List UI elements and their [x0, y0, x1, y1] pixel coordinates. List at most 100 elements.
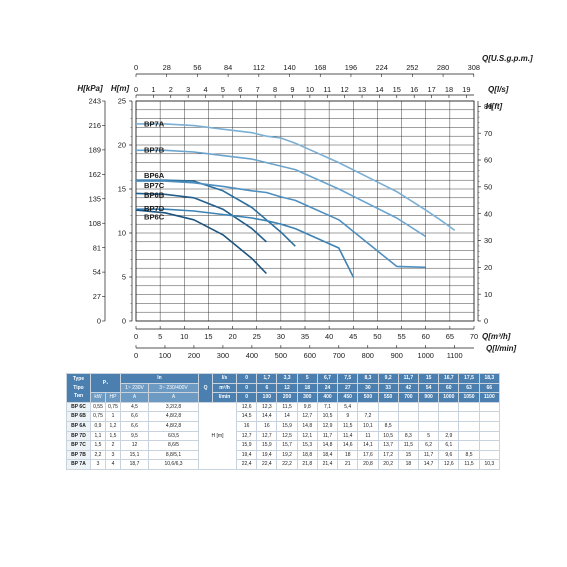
row-hp: 3 — [105, 449, 121, 461]
usgpm-tick-label: 112 — [253, 63, 265, 72]
plot-frame — [135, 100, 475, 322]
row-head-value: 14,8 — [296, 420, 318, 432]
p1-header: P₁ — [90, 372, 121, 394]
q-m3h-value: 42 — [397, 382, 419, 394]
q-ls-value: 1,7 — [256, 373, 278, 384]
in-3ph-header: 3~ 230/400V — [147, 382, 200, 394]
row-a-1ph: 4,5 — [120, 401, 149, 413]
row-head-value: 9,8 — [296, 401, 318, 413]
row-head-value: 8,5 — [458, 449, 480, 461]
row-head-value: 15,7 — [276, 440, 298, 451]
row-head-value — [458, 420, 480, 432]
row-head-value: 14,4 — [256, 411, 278, 422]
table-row: BP 7D 1,1 1,5 9,5 6/3,5 12,7 12,7 12,5 12,1 11,7 1… — [66, 430, 501, 442]
q-ls-value: 0 — [236, 373, 258, 384]
q-m3h-value: 63 — [458, 382, 480, 394]
m3h-tick-label: 70 — [470, 332, 478, 341]
lmin-tick-label: 600 — [304, 351, 316, 360]
row-head-value: 10,5 — [377, 430, 399, 442]
row-kw: 1,5 — [90, 440, 106, 451]
row-hp: 4 — [105, 459, 121, 470]
row-head-value: 13,7 — [377, 440, 399, 451]
ls-tick-label: 3 — [186, 85, 190, 94]
row-a-1ph: 6,6 — [120, 411, 149, 422]
curve-label-bp6a: BP6A — [144, 171, 165, 180]
row-head-value: 9,6 — [438, 449, 460, 461]
row-hp: 1,2 — [105, 420, 121, 432]
row-head-value: 12,9 — [316, 420, 339, 432]
q-m3h-value: 30 — [357, 382, 379, 394]
row-head-value: 14,7 — [417, 459, 440, 470]
q-ls-value: 17,5 — [458, 373, 480, 384]
row-head-value: 11 — [357, 430, 379, 442]
row-head-value: 21,4 — [316, 459, 339, 470]
q-m3h-value: 12 — [276, 382, 298, 394]
curve-label-bp6b: BP6B — [144, 191, 165, 200]
q-lmin-value: 550 — [377, 392, 399, 403]
m3h-axis-title: Q[m³/h] — [482, 332, 511, 341]
row-head-value: 11,5 — [458, 459, 480, 470]
row-head-value — [438, 411, 460, 422]
row-head-value — [438, 401, 460, 413]
table-row: BP 6C 0,55 0,75 4,5 3,2/2,8 H [m] 12,6 12,3 11,5… — [66, 401, 501, 470]
q-ls-value: 7,5 — [337, 373, 359, 384]
q-m3h-value: 33 — [377, 382, 399, 394]
q-lmin-value: 450 — [337, 392, 359, 403]
row-head-value: 17,6 — [357, 449, 379, 461]
row-head-value: 12,1 — [296, 430, 318, 442]
usgpm-tick-label: 252 — [406, 63, 418, 72]
row-head-value: 8,5 — [377, 420, 399, 432]
m3h-tick-label: 20 — [228, 332, 236, 341]
row-head-value — [478, 411, 501, 422]
row-head-value — [397, 411, 419, 422]
ls-tick-label: 18 — [445, 85, 453, 94]
h-ft-tick-label: 10 — [484, 290, 492, 299]
m3h-tick-label: 45 — [349, 332, 357, 341]
ls-tick-label: 1 — [151, 85, 155, 94]
q-m3h-value: 18 — [296, 382, 318, 394]
kw-header: kW — [90, 392, 106, 403]
ls-tick-label: 2 — [169, 85, 173, 94]
curve-bp7b — [136, 149, 427, 238]
row-a-3ph: 10,6/6,3 — [147, 459, 200, 470]
row-head-value: 11,5 — [397, 440, 419, 451]
row-head-value: 14,1 — [357, 440, 379, 451]
row-head-value: 16 — [256, 420, 278, 432]
h-ft-tick-label: 40 — [484, 209, 492, 218]
row-head-value — [478, 440, 501, 451]
row-hp: 0,75 — [105, 401, 121, 413]
q-ls-value: 5 — [296, 373, 318, 384]
row-head-value: 20,2 — [377, 459, 399, 470]
h-kpa-tick-label: 216 — [89, 121, 101, 130]
lmin-tick-label: 700 — [333, 351, 345, 360]
q-m3h-value: 27 — [337, 382, 359, 394]
row-head-value: 17,2 — [377, 449, 399, 461]
row-kw: 3 — [90, 459, 106, 470]
row-a-1ph: 6,6 — [120, 420, 149, 432]
h-m-tick-label: 20 — [118, 141, 126, 150]
h-ft-tick-label: 60 — [484, 156, 492, 165]
q-m3h-value: 6 — [256, 382, 278, 394]
ls-tick-label: 11 — [323, 85, 331, 94]
ls-tick-label: 14 — [375, 85, 383, 94]
row-head-value — [458, 430, 480, 442]
m3h-tick-label: 50 — [373, 332, 381, 341]
ls-tick-label: 16 — [410, 85, 418, 94]
row-head-value — [458, 411, 480, 422]
q-m3h-value: 66 — [478, 382, 501, 394]
h-kpa-tick-label: 81 — [93, 243, 101, 252]
a3-header: A — [147, 392, 200, 403]
in-header: In — [119, 373, 200, 384]
m3h-tick-label: 0 — [134, 332, 138, 341]
usgpm-tick-label: 280 — [437, 63, 449, 72]
row-a-3ph: 6/3,5 — [147, 430, 200, 442]
row-head-value: 12,7 — [236, 430, 258, 442]
q-ls-value: 16,7 — [438, 373, 460, 384]
type-header: Type Tipo Тип — [66, 373, 91, 403]
curve-label-bp7b: BP7B — [144, 146, 165, 155]
h-m-tick-label: 5 — [122, 273, 126, 282]
h-ft-tick-label: 30 — [484, 236, 492, 245]
row-type: BP 7A — [66, 459, 91, 470]
row-head-value: 6,1 — [438, 440, 460, 451]
row-type: BP 7B — [66, 449, 91, 461]
